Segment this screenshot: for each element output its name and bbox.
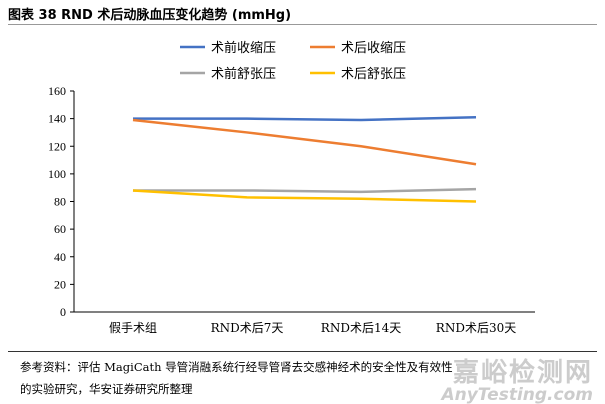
y-tick-label: 140 [48, 112, 66, 126]
series-line-4 [132, 189, 477, 203]
y-tick-label: 0 [60, 305, 66, 319]
series-line-3 [133, 187, 477, 194]
y-tick-label: 40 [54, 250, 66, 264]
legend-label: 术后舒张压 [341, 67, 406, 82]
watermark-en: AnyTesting.com [441, 385, 593, 404]
y-tick-label: 20 [54, 277, 66, 291]
x-tick-label: RND术后30天 [436, 321, 516, 335]
y-tick-label: 100 [48, 167, 66, 181]
line-chart: 0 20 40 60 80 100 120 140 160 假手术组 RND术后7天 RND术后14天… [48, 40, 535, 335]
divider [8, 24, 597, 25]
x-tick-label: RND术后14天 [321, 321, 401, 335]
chart-title: 图表 38 RND 术后动脉血压变化趋势 (mmHg) [8, 8, 292, 23]
x-tick-label: 假手术组 [109, 321, 157, 335]
x-tick-label: RND术后7天 [211, 321, 284, 335]
legend-label: 术前收缩压 [211, 40, 276, 56]
watermark-cn: 嘉峪检测网 [452, 358, 593, 388]
y-tick-label: 120 [48, 139, 66, 153]
y-tick-label: 80 [54, 195, 66, 209]
series-line-1 [133, 115, 477, 122]
y-tick-label: 60 [54, 222, 66, 236]
legend-label: 术后收缩压 [341, 40, 406, 56]
divider [8, 351, 597, 352]
source-note: 参考资料：评估 MagiCath 导管消融系统行经导管肾去交感神经术的安全性及有… [20, 360, 453, 396]
watermark: 嘉峪检测网 AnyTesting.com [441, 352, 593, 404]
y-tick-label: 160 [48, 84, 66, 98]
series-line-2 [132, 118, 477, 166]
legend-label: 术前舒张压 [211, 66, 276, 82]
